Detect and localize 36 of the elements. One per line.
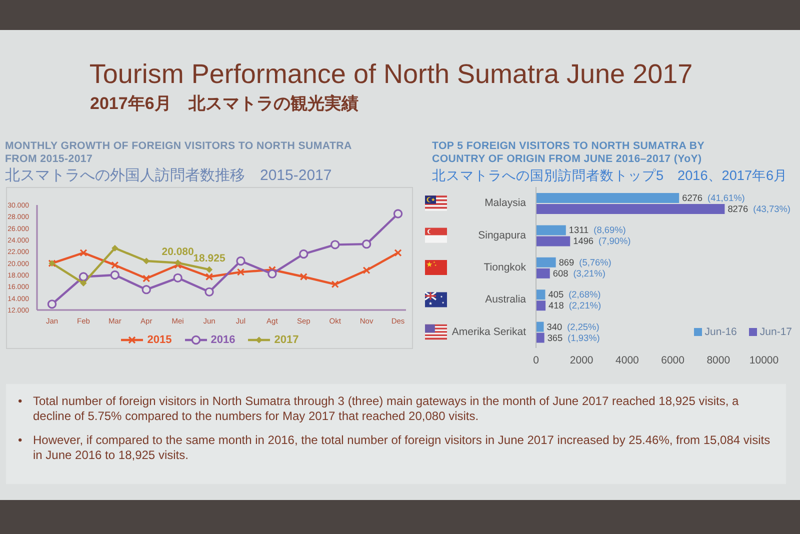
x-tick-label: 0	[533, 354, 540, 366]
data-label: 608 (3,21%)	[552, 268, 606, 278]
text: 2017年6月 北スマトラの観光実績	[90, 94, 358, 113]
data-label: 8276 (43,73%)	[728, 204, 790, 214]
text: • Total number of foreign visitors in North Sumatra through 3 (three) main gateways in the month of June 2017 reached 18,925 visits, a decline of 5.75% compared to the numbers for May 2017 that reached 20,080 visits.	[18, 394, 739, 423]
legend-label: 2017	[274, 334, 299, 346]
text: Tourism Performance of North Sumatra June 2017	[89, 59, 693, 89]
y-tick-label: Tiongkok	[484, 262, 527, 274]
data-label: 418 (2,21%)	[548, 300, 602, 311]
data-label: 20.080	[162, 246, 194, 258]
legend-label: Jun-16	[704, 326, 737, 338]
chart-subtitle: 北スマトラへの外国人訪問者数推移 2015-2017	[5, 167, 332, 184]
x-tick-label: 2000	[570, 354, 594, 366]
y-tick-label: Singapura	[478, 229, 526, 242]
chart-title: MONTHLY GROWTH OF FOREIGN VISITORS TO NORTH SUMATRA FROM 2015-2017	[5, 140, 352, 165]
y-tick-label: Malaysia	[484, 197, 526, 210]
y-tick-label: Amerika Serikat	[452, 326, 526, 338]
chart-title: TOP 5 FOREIGN VISITORS TO NORTH SUMATRA BY COUNTRY OF ORIGIN FROM JUNE 2016–2017 (YoY)	[432, 140, 704, 165]
x-tick-label: 10000	[749, 354, 779, 366]
text: • However, if compared to the same month in 2016, the total number of foreign visitors in June 2017 increased by 25.46%, from 15,084 visits in June 2016 to 18,925 visits.	[18, 433, 770, 462]
data-label: 1311 (8,69%)	[568, 225, 626, 236]
data-label: 1496 (7,90%)	[573, 236, 631, 246]
data-label: 405 (2,68%)	[548, 290, 601, 300]
legend-label: 2016	[210, 334, 236, 346]
x-tick-label: 6000	[661, 354, 685, 366]
chart-subtitle: 北スマトラへの国別訪問者数トップ5 2016、2017年6月	[432, 168, 788, 183]
data-label: 869 (5,76%)	[558, 257, 612, 268]
data-label: 6276 (41,61%)	[682, 193, 745, 203]
legend-label: Jun-17	[760, 326, 792, 338]
x-tick-label: 4000	[616, 354, 640, 366]
legend-label: 2015	[147, 334, 172, 346]
x-tick-label: 8000	[706, 354, 730, 366]
y-tick-label: Australia	[485, 294, 526, 306]
data-label: 18.925	[193, 252, 226, 265]
data-label: 365 (1,93%)	[547, 332, 600, 343]
data-label: 340 (2,25%)	[546, 322, 600, 332]
